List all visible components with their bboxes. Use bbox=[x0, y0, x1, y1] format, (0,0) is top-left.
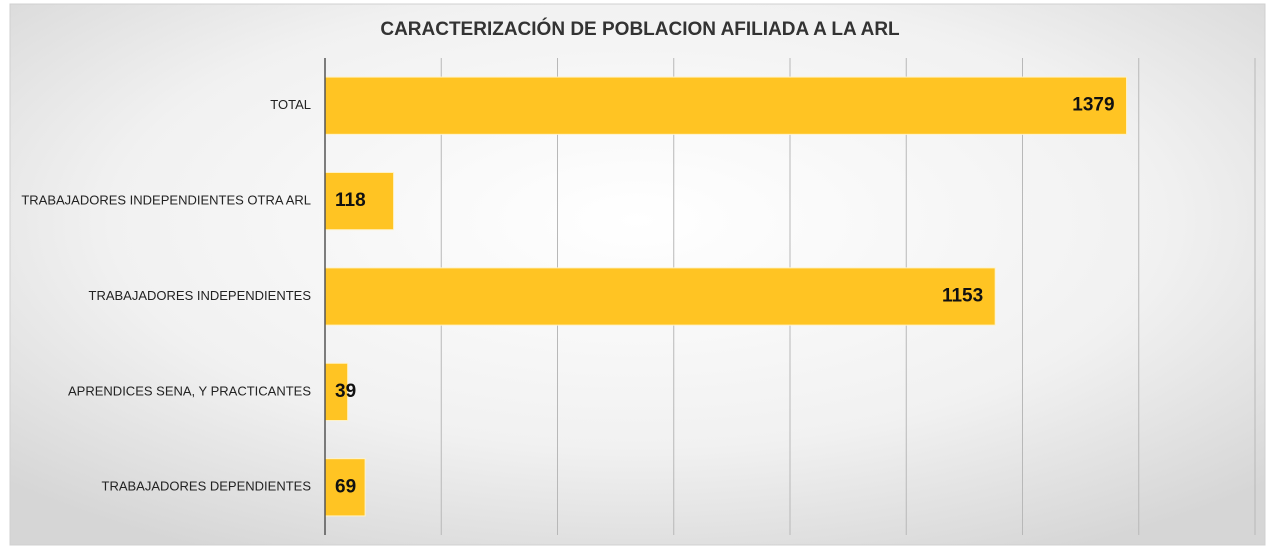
y-tick-label: APRENDICES SENA, Y PRACTICANTES bbox=[68, 383, 311, 398]
chart-title: CARACTERIZACIÓN DE POBLACION AFILIADA A … bbox=[380, 18, 900, 40]
data-label: 1153 bbox=[942, 286, 983, 307]
y-tick-label: TRABAJADORES DEPENDIENTES bbox=[102, 479, 312, 494]
data-label: 69 bbox=[335, 476, 356, 497]
data-label: 1379 bbox=[1072, 95, 1114, 116]
y-tick-label: TRABAJADORES INDEPENDIENTES OTRA ARL bbox=[21, 193, 311, 208]
bar bbox=[324, 267, 996, 326]
data-label: 118 bbox=[335, 190, 366, 211]
bar bbox=[324, 76, 1128, 135]
y-tick-label: TOTAL bbox=[270, 97, 311, 112]
y-tick-label: TRABAJADORES INDEPENDIENTES bbox=[89, 288, 312, 303]
data-label: 39 bbox=[335, 381, 356, 402]
bar bbox=[324, 171, 395, 231]
